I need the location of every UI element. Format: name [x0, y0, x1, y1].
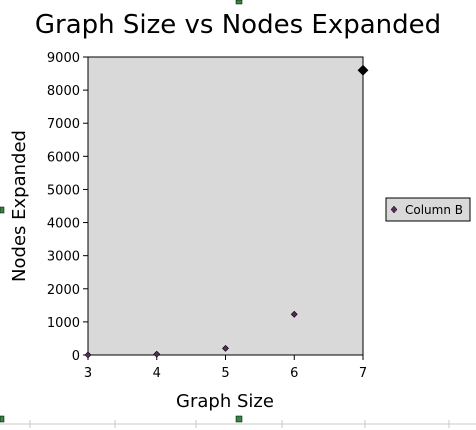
data-point: [290, 310, 298, 318]
y-tick-label: 7000: [47, 117, 80, 132]
y-axis-title: Nodes Expanded: [9, 130, 30, 282]
y-axis: 0 1000 2000 3000 4000 5000 6000 7000 8000 9000: [47, 51, 88, 364]
y-tick-label: 1000: [47, 316, 80, 331]
bottom-ruler: [0, 420, 476, 428]
legend-label-column-b: Column B: [405, 203, 463, 217]
x-tick-label: 3: [84, 366, 92, 381]
y-tick-label: 0: [72, 349, 80, 364]
x-tick-label: 7: [359, 366, 367, 381]
selection-handle-bottom-left[interactable]: [0, 415, 5, 423]
x-axis-title: Graph Size: [176, 391, 274, 412]
y-tick-label: 2000: [47, 283, 80, 298]
x-tick-label: 6: [290, 366, 298, 381]
selection-handle-left[interactable]: [0, 206, 5, 214]
y-tick-label: 6000: [47, 150, 80, 165]
legend: Column B: [385, 197, 471, 222]
data-point: [153, 350, 161, 358]
y-tick-label: 3000: [47, 250, 80, 265]
x-tick-label: 5: [221, 366, 229, 381]
plot-area: [87, 56, 364, 356]
data-point: [357, 64, 369, 76]
x-tick-label: 4: [153, 366, 161, 381]
data-point: [84, 351, 92, 359]
selection-handle-top[interactable]: [235, 0, 243, 5]
y-tick-label: 9000: [47, 51, 80, 66]
x-axis: 3 4 5 6 7: [84, 355, 367, 381]
y-tick-label: 8000: [47, 84, 80, 99]
legend-marker-diamond-icon: [390, 205, 398, 214]
selection-handle-bottom[interactable]: [235, 415, 243, 423]
y-tick-label: 5000: [47, 183, 80, 198]
data-series-column-b: [84, 64, 369, 359]
legend-box: [385, 197, 471, 222]
y-tick-label: 4000: [47, 217, 80, 232]
data-point: [222, 344, 229, 352]
chart-title: Graph Size vs Nodes Expanded: [35, 10, 441, 40]
